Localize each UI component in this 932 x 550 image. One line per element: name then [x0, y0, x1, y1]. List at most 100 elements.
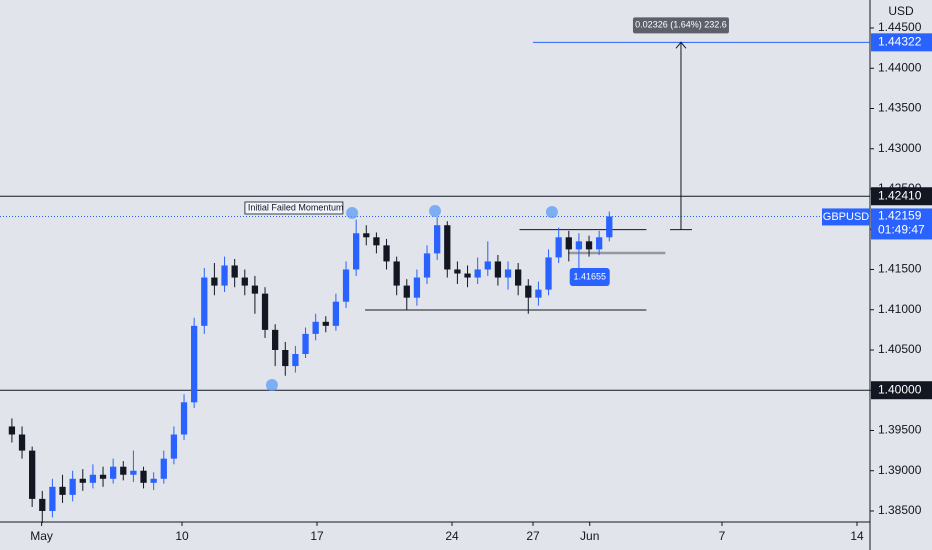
candle-body — [606, 216, 613, 238]
price-axis-box — [871, 381, 932, 400]
countdown-label: 01:49:47 — [878, 223, 925, 237]
y-tick-label: 1.43500 — [878, 101, 922, 115]
candle-body — [231, 265, 238, 278]
candle-body — [545, 257, 552, 290]
candle-body — [413, 277, 421, 298]
candle-body — [8, 426, 16, 435]
candle-body — [353, 233, 360, 270]
pivot-marker — [346, 206, 359, 219]
candle-body — [261, 293, 269, 330]
candle-body — [454, 269, 461, 274]
x-tick-label: 7 — [719, 529, 726, 543]
candle-body — [180, 402, 188, 435]
candle-body — [120, 466, 127, 475]
candle-body — [282, 349, 289, 367]
candle-body — [525, 285, 532, 298]
candle-body — [241, 277, 248, 286]
last-price-box — [871, 208, 932, 240]
candle-body — [363, 233, 370, 238]
candle-body — [464, 273, 471, 278]
candle-body — [332, 301, 340, 326]
x-tick-label: May — [30, 529, 53, 543]
y-tick-label: 1.39500 — [878, 423, 922, 437]
candle-body — [484, 261, 491, 270]
candle-body — [555, 237, 562, 258]
candle-body — [221, 265, 228, 286]
candle-body — [535, 289, 542, 298]
x-tick-label: 24 — [445, 529, 459, 543]
candle-body — [140, 470, 147, 483]
candle-body — [342, 269, 350, 302]
candle-body — [596, 237, 603, 250]
measure-arrow — [675, 41, 687, 49]
price-axis-label: 1.42410 — [878, 188, 922, 202]
candle-body — [59, 486, 66, 495]
pivot-marker — [545, 206, 558, 219]
y-tick-label: 1.44000 — [878, 60, 922, 74]
candle-body — [494, 261, 502, 278]
candle-body — [474, 269, 481, 278]
y-tick-label: 1.41500 — [878, 262, 922, 276]
symbol-box — [822, 208, 870, 226]
candle-body — [515, 269, 522, 286]
annotation-text: Initial Failed Momentum — [248, 202, 344, 212]
axis-unit: USD — [888, 4, 914, 18]
candle-body — [272, 329, 279, 350]
candle-body — [575, 241, 583, 250]
candle-body — [89, 474, 97, 483]
candle-body — [99, 474, 107, 479]
measure-box — [632, 17, 729, 34]
candle-body — [211, 277, 218, 286]
candle-body — [322, 321, 329, 326]
price-axis-box — [871, 187, 932, 206]
candle-body — [312, 321, 319, 334]
candle-body — [49, 486, 56, 511]
candle-body — [383, 245, 390, 262]
price-note-text: 1.41655 — [573, 271, 606, 281]
y-tick-label: 1.44500 — [878, 20, 922, 34]
candle-body — [565, 237, 572, 250]
candle-body — [393, 261, 400, 286]
candle-body — [201, 277, 208, 326]
candle-body — [504, 269, 512, 278]
last-price-label: 1.42159 — [878, 209, 922, 223]
y-tick-label: 1.39000 — [878, 463, 922, 477]
y-tick-label: 1.40500 — [878, 342, 922, 356]
candle-body — [434, 225, 441, 254]
candle-body — [292, 354, 299, 367]
x-tick-label: 17 — [310, 529, 324, 543]
y-tick-label: 1.38500 — [878, 503, 922, 517]
x-tick-label: Jun — [580, 529, 599, 543]
symbol-label: GBPUSD — [823, 211, 870, 223]
candle-body — [302, 333, 309, 355]
candle-body — [18, 434, 26, 451]
annotation-box — [244, 201, 344, 215]
candle-body — [69, 478, 76, 495]
pivot-marker — [429, 204, 441, 217]
price-note-box — [569, 268, 610, 287]
x-tick-label: 27 — [526, 529, 540, 543]
candle-body — [191, 325, 198, 403]
pivot-marker — [265, 379, 278, 392]
candle-body — [160, 458, 167, 479]
y-tick-label: 1.41000 — [878, 302, 922, 316]
candle-body — [373, 237, 380, 246]
candle-body — [29, 450, 36, 499]
candle-body — [39, 498, 46, 511]
candle-body — [170, 434, 178, 459]
price-axis-label: 1.44322 — [878, 35, 922, 49]
candle-body — [403, 285, 410, 298]
y-tick-label: 1.43000 — [878, 141, 922, 155]
price-axis-label: 1.40000 — [878, 382, 922, 396]
candle-body — [130, 470, 137, 475]
candle-body — [110, 466, 117, 479]
x-tick-label: 10 — [175, 529, 189, 543]
candle-body — [251, 285, 259, 294]
candle-body — [79, 478, 86, 483]
price-axis-box — [871, 33, 932, 52]
x-tick-label: 14 — [850, 529, 864, 543]
candle-body — [423, 253, 431, 278]
measure-label: 0.02326 (1.64%) 232.6 — [635, 20, 727, 30]
candle-body — [585, 241, 593, 250]
